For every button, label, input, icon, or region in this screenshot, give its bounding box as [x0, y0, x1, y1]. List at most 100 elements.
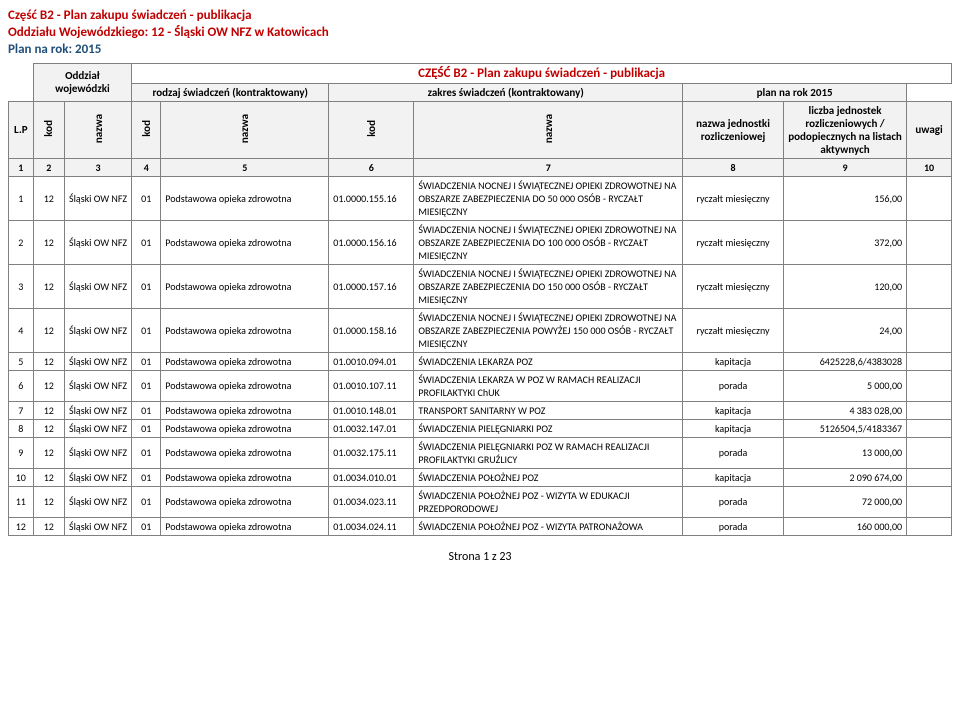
cell-kod2: 01 — [132, 468, 161, 486]
cell-kod3: 01.0000.156.16 — [329, 220, 414, 264]
table-row: 612Śląski OW NFZ01Podstawowa opieka zdro… — [9, 370, 952, 401]
cell-jedn: kapitacja — [683, 419, 784, 437]
cell-uwag — [907, 437, 952, 468]
cell-kod1: 12 — [33, 437, 64, 468]
cell-lp: 11 — [9, 486, 34, 517]
cell-jedn: kapitacja — [683, 352, 784, 370]
hdr-kod3: kod — [329, 101, 414, 158]
cell-licz: 120,00 — [783, 264, 906, 308]
hdr-section-title: CZĘŚĆ B2 - Plan zakupu świadczeń - publi… — [132, 63, 952, 83]
doc-title-3: Plan na rok: 2015 — [8, 42, 952, 57]
cell-licz: 13 000,00 — [783, 437, 906, 468]
cell-naz2: Podstawowa opieka zdrowotna — [161, 401, 329, 419]
cell-uwag — [907, 220, 952, 264]
col-num-4: 4 — [132, 158, 161, 176]
cell-naz3: ŚWIADCZENIA NOCNEJ I ŚWIĄTECZNEJ OPIEKI … — [414, 220, 683, 264]
table-row: 212Śląski OW NFZ01Podstawowa opieka zdro… — [9, 220, 952, 264]
cell-kod3: 01.0034.010.01 — [329, 468, 414, 486]
hdr-kod2: kod — [132, 101, 161, 158]
cell-kod3: 01.0010.094.01 — [329, 352, 414, 370]
hdr-group1: rodzaj świadczeń (kontraktowany) — [132, 83, 329, 101]
cell-kod2: 01 — [132, 220, 161, 264]
cell-lp: 5 — [9, 352, 34, 370]
cell-naz1: Śląski OW NFZ — [64, 308, 131, 352]
table-row: 312Śląski OW NFZ01Podstawowa opieka zdro… — [9, 264, 952, 308]
cell-naz1: Śląski OW NFZ — [64, 437, 131, 468]
cell-kod2: 01 — [132, 437, 161, 468]
cell-kod1: 12 — [33, 220, 64, 264]
cell-naz1: Śląski OW NFZ — [64, 352, 131, 370]
cell-jedn: kapitacja — [683, 401, 784, 419]
cell-naz1: Śląski OW NFZ — [64, 468, 131, 486]
hdr-jedn: nazwa jednostki rozliczeniowej — [683, 101, 784, 158]
table-row: 1212Śląski OW NFZ01Podstawowa opieka zdr… — [9, 517, 952, 535]
cell-naz2: Podstawowa opieka zdrowotna — [161, 370, 329, 401]
cell-naz2: Podstawowa opieka zdrowotna — [161, 176, 329, 220]
cell-naz3: ŚWIADCZENIA LEKARZA W POZ W RAMACH REALI… — [414, 370, 683, 401]
cell-licz: 2 090 674,00 — [783, 468, 906, 486]
hdr-lp: L.P — [9, 101, 34, 158]
cell-kod1: 12 — [33, 370, 64, 401]
hdr-naz3: nazwa — [414, 101, 683, 158]
doc-title-1: Część B2 - Plan zakupu świadczeń - publi… — [8, 8, 952, 25]
cell-licz: 72 000,00 — [783, 486, 906, 517]
cell-kod1: 12 — [33, 352, 64, 370]
cell-licz: 5 000,00 — [783, 370, 906, 401]
cell-uwag — [907, 176, 952, 220]
cell-kod1: 12 — [33, 264, 64, 308]
cell-kod2: 01 — [132, 308, 161, 352]
cell-naz1: Śląski OW NFZ — [64, 370, 131, 401]
cell-lp: 6 — [9, 370, 34, 401]
cell-kod3: 01.0032.147.01 — [329, 419, 414, 437]
cell-kod2: 01 — [132, 176, 161, 220]
cell-lp: 8 — [9, 419, 34, 437]
cell-licz: 6425228,6/4383028 — [783, 352, 906, 370]
table-row: 1012Śląski OW NFZ01Podstawowa opieka zdr… — [9, 468, 952, 486]
table-row: 512Śląski OW NFZ01Podstawowa opieka zdro… — [9, 352, 952, 370]
cell-naz1: Śląski OW NFZ — [64, 486, 131, 517]
cell-licz: 24,00 — [783, 308, 906, 352]
cell-uwag — [907, 419, 952, 437]
cell-naz2: Podstawowa opieka zdrowotna — [161, 517, 329, 535]
cell-jedn: kapitacja — [683, 468, 784, 486]
cell-naz2: Podstawowa opieka zdrowotna — [161, 468, 329, 486]
cell-kod1: 12 — [33, 401, 64, 419]
cell-kod2: 01 — [132, 264, 161, 308]
col-num-1: 1 — [9, 158, 34, 176]
cell-lp: 7 — [9, 401, 34, 419]
cell-kod3: 01.0000.157.16 — [329, 264, 414, 308]
hdr-naz2: nazwa — [161, 101, 329, 158]
cell-lp: 12 — [9, 517, 34, 535]
cell-naz2: Podstawowa opieka zdrowotna — [161, 220, 329, 264]
hdr-uwagi: uwagi — [907, 101, 952, 158]
table-row: 812Śląski OW NFZ01Podstawowa opieka zdro… — [9, 419, 952, 437]
cell-uwag — [907, 401, 952, 419]
hdr-kod1: kod — [33, 101, 64, 158]
cell-kod2: 01 — [132, 370, 161, 401]
cell-jedn: porada — [683, 370, 784, 401]
cell-lp: 10 — [9, 468, 34, 486]
cell-lp: 9 — [9, 437, 34, 468]
col-num-6: 6 — [329, 158, 414, 176]
hdr-group3: plan na rok 2015 — [683, 83, 907, 101]
cell-kod3: 01.0000.155.16 — [329, 176, 414, 220]
cell-uwag — [907, 370, 952, 401]
cell-naz3: ŚWIADCZENIA NOCNEJ I ŚWIĄTECZNEJ OPIEKI … — [414, 308, 683, 352]
page-footer: Strona 1 z 23 — [8, 550, 952, 564]
cell-uwag — [907, 308, 952, 352]
cell-uwag — [907, 517, 952, 535]
cell-naz2: Podstawowa opieka zdrowotna — [161, 419, 329, 437]
cell-lp: 1 — [9, 176, 34, 220]
table-row: 712Śląski OW NFZ01Podstawowa opieka zdro… — [9, 401, 952, 419]
cell-licz: 160 000,00 — [783, 517, 906, 535]
plan-table: Oddział wojewódzki CZĘŚĆ B2 - Plan zakup… — [8, 63, 952, 536]
table-row: 412Śląski OW NFZ01Podstawowa opieka zdro… — [9, 308, 952, 352]
cell-kod3: 01.0034.024.11 — [329, 517, 414, 535]
cell-kod1: 12 — [33, 517, 64, 535]
cell-naz1: Śląski OW NFZ — [64, 419, 131, 437]
cell-uwag — [907, 264, 952, 308]
cell-naz3: ŚWIADCZENIA POŁOŻNEJ POZ - WIZYTA W EDUK… — [414, 486, 683, 517]
cell-naz3: TRANSPORT SANITARNY W POZ — [414, 401, 683, 419]
hdr-naz1: nazwa — [64, 101, 131, 158]
col-num-8: 8 — [683, 158, 784, 176]
